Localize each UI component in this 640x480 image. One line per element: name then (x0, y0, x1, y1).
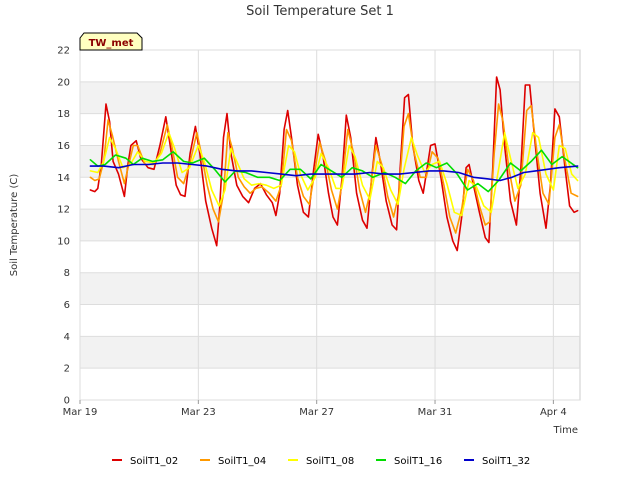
y-tick-label: 10 (57, 236, 70, 247)
y-tick-label: 4 (64, 332, 70, 343)
y-tick-label: 16 (57, 141, 70, 152)
y-tick-label: 6 (64, 300, 70, 311)
x-axis: Mar 19 Mar 23 Mar 27 Mar 31 Apr 4 (63, 400, 567, 418)
legend-label-soilt1-08: SoilT1_08 (306, 456, 354, 467)
y-tick-label: 12 (57, 205, 70, 216)
series-line-soilt1-02 (89, 76, 579, 252)
plot-bands (80, 81, 580, 369)
series-lines (89, 76, 579, 252)
grid-lines (79, 49, 580, 401)
legend-label-soilt1-16: SoilT1_16 (394, 456, 442, 467)
y-tick-label: 22 (57, 46, 70, 57)
plot-band (80, 81, 580, 114)
y-tick-label: 18 (57, 109, 70, 120)
legend-label-soilt1-02: SoilT1_02 (130, 456, 178, 467)
badge-label: TW_met (89, 38, 134, 49)
x-tick-label: Mar 27 (299, 407, 334, 418)
legend: SoilT1_02 SoilT1_04 SoilT1_08 SoilT1_16 Soil… (112, 456, 530, 467)
y-tick-label: 8 (64, 268, 70, 279)
series-line-soilt1-32 (89, 162, 579, 182)
x-axis-title: Time (553, 425, 578, 436)
y-axis: 0 2 4 6 8 10 12 14 16 18 20 22 (57, 46, 70, 407)
series-line-soilt1-16 (89, 149, 579, 193)
x-tick-label: Mar 23 (181, 407, 216, 418)
series-line-soilt1-08 (89, 131, 579, 217)
plot-band (80, 209, 580, 241)
x-tick-label: Mar 19 (63, 407, 98, 418)
y-tick-label: 20 (57, 77, 70, 88)
legend-label-soilt1-04: SoilT1_04 (218, 456, 266, 467)
y-tick-label: 0 (64, 396, 70, 407)
y-axis-title: Soil Temperature (C) (9, 174, 20, 277)
chart-title: Soil Temperature Set 1 (246, 4, 394, 19)
plot-band (80, 336, 580, 369)
plot-band (80, 272, 580, 305)
station-badge: TW_met (79, 32, 143, 51)
x-tick-label: Mar 31 (418, 407, 453, 418)
y-tick-label: 2 (64, 364, 70, 375)
y-tick-label: 14 (57, 173, 70, 184)
legend-label-soilt1-32: SoilT1_32 (482, 456, 530, 467)
x-tick-label: Apr 4 (540, 407, 567, 418)
badge-shape (79, 32, 143, 51)
